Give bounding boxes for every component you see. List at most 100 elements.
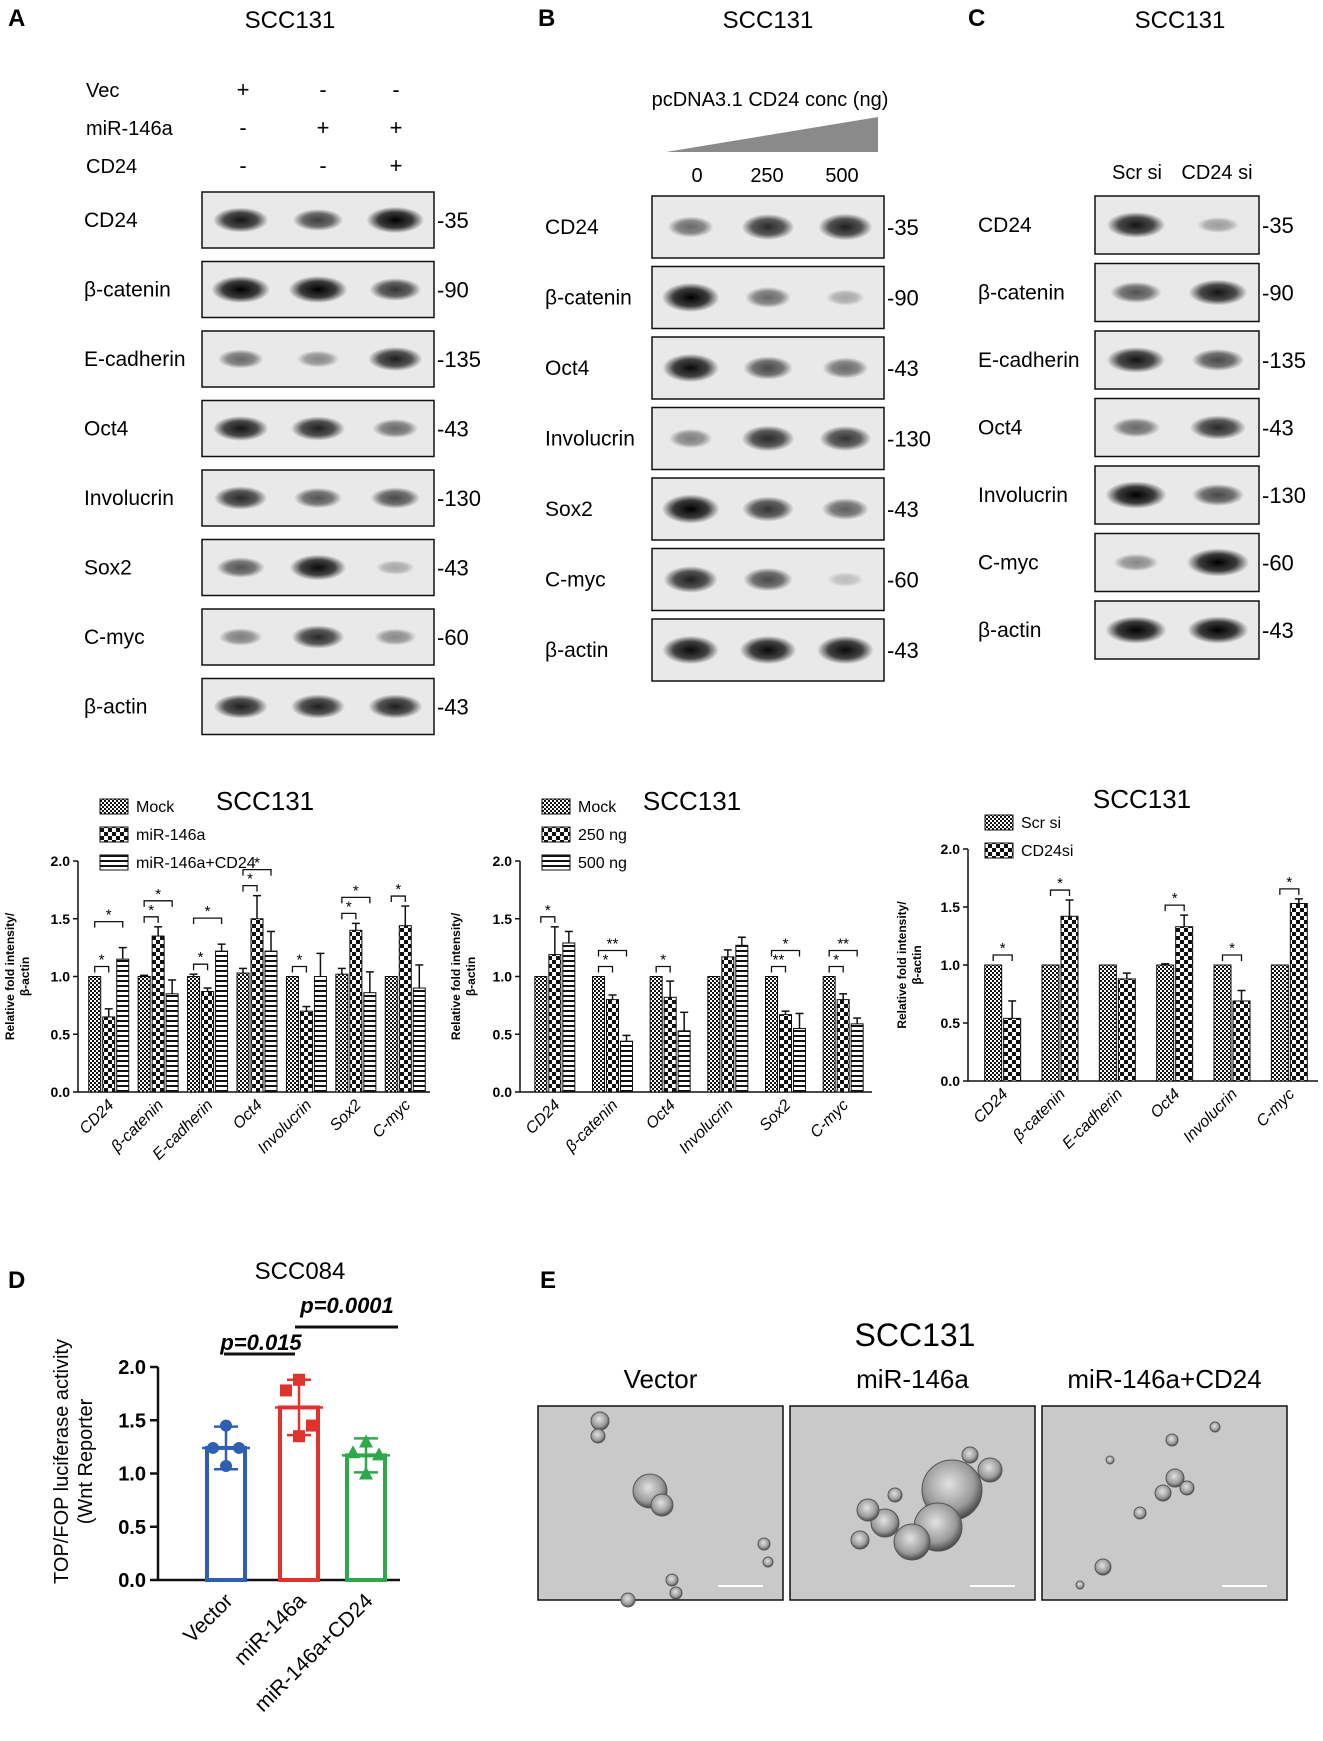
blot-size-marker: -35: [437, 208, 469, 233]
x-category-label: C-myc: [1253, 1086, 1298, 1131]
bar: [984, 964, 1003, 1082]
blot-row: β-catenin -90: [84, 260, 469, 319]
dose-label: 500: [825, 165, 858, 187]
bar: [606, 999, 619, 1093]
blot-row: CD24 -35: [545, 195, 919, 259]
bar: [721, 956, 735, 1093]
bar: [313, 976, 327, 1093]
bar: [165, 993, 179, 1093]
blot-protein-label: C-myc: [545, 569, 606, 592]
blot-row: C-myc -60: [545, 547, 919, 612]
significance-bracket: [143, 900, 173, 907]
blot-band: [1113, 553, 1159, 572]
x-category-label: miR-146a+CD24: [250, 1589, 377, 1716]
blot-row: CD24 -35: [84, 191, 469, 249]
y-tick-label: 2.0: [493, 853, 513, 869]
legend-swatch: [99, 854, 129, 871]
legend-swatch: [984, 814, 1014, 831]
x-category-label: β-catenin: [1009, 1086, 1069, 1146]
significance-bracket: [94, 920, 124, 928]
blot-row: C-myc -60: [84, 608, 469, 666]
blot-row: Involucrin -130: [84, 469, 481, 527]
cell-sphere: [887, 1487, 903, 1503]
cell-sphere: [757, 1537, 771, 1551]
panel-e: E SCC131 Vector miR-146a miR-146a+CD24: [537, 1267, 1288, 1608]
cell-sphere: [1094, 1558, 1112, 1576]
blot-size-marker: -130: [1262, 483, 1306, 508]
x-category-label: Sox2: [757, 1097, 795, 1135]
blot-band: [668, 428, 713, 449]
x-category-label: Oct4: [230, 1097, 266, 1133]
blot-band: [288, 275, 348, 304]
micrograph-label: Vector: [624, 1364, 698, 1394]
bar: [285, 976, 299, 1093]
bar: [562, 942, 576, 1093]
blot-size-marker: -130: [887, 427, 931, 452]
blot-size-marker: -130: [437, 486, 481, 511]
significance-mark: **: [773, 952, 785, 969]
bar: [1156, 964, 1175, 1082]
bar: [765, 976, 778, 1093]
cell-sphere: [1209, 1421, 1221, 1433]
bar: [137, 976, 151, 1093]
blot-band: [819, 425, 872, 452]
treatment-label: miR-146a: [86, 118, 174, 140]
blot-protein-label: E-cadherin: [84, 348, 186, 371]
dose-label: 250: [750, 165, 783, 187]
blot-band: [369, 278, 422, 301]
blot-row: Involucrin -130: [978, 465, 1306, 525]
blot-protein-label: Oct4: [978, 417, 1023, 440]
chart-title: SCC131: [643, 786, 741, 816]
significance-bracket: [1164, 904, 1185, 912]
panel-c-title: SCC131: [1135, 7, 1226, 34]
bar: [1041, 964, 1060, 1082]
chart-title: SCC131: [216, 786, 314, 816]
bar: [1289, 903, 1308, 1082]
blot-size-marker: -135: [1262, 348, 1306, 373]
bar: [534, 976, 548, 1093]
blot-band: [817, 635, 874, 665]
blot-size-marker: -60: [437, 625, 469, 650]
significance-mark: *: [545, 902, 551, 919]
significance-bracket: [341, 896, 371, 904]
legend-label: 500 ng: [578, 855, 627, 872]
significance-bracket: [828, 965, 844, 973]
dose-gradient-wedge: [666, 117, 878, 152]
significance-mark: *: [155, 886, 161, 903]
x-category-label: Involucrin: [255, 1097, 316, 1158]
blot-band: [213, 207, 269, 233]
significance-mark: *: [198, 949, 204, 966]
bar: [335, 973, 349, 1093]
blot-protein-label: β-actin: [84, 696, 147, 719]
y-tick-label: 1.0: [118, 1464, 146, 1486]
data-point: [280, 1384, 292, 1397]
significance-mark: *: [99, 952, 105, 969]
blot-row: Oct4 -43: [84, 399, 469, 458]
x-category-label: Oct4: [1148, 1086, 1184, 1122]
x-category-label: β-catenin: [562, 1097, 622, 1157]
blot-protein-label: Involucrin: [84, 487, 174, 510]
blot-protein-label: E-cadherin: [978, 349, 1080, 372]
micrograph-label: miR-146a+CD24: [1067, 1364, 1261, 1394]
blot-size-marker: -43: [1262, 416, 1294, 441]
blot-band: [368, 694, 423, 719]
bar: [836, 999, 850, 1093]
panel-d-letter: D: [8, 1267, 25, 1294]
significance-mark: *: [1286, 874, 1292, 891]
bar: [264, 950, 278, 1093]
blot-band: [1105, 616, 1167, 644]
bar: [1175, 926, 1194, 1082]
blot-protein-label: Oct4: [84, 418, 129, 441]
blot-row: Sox2 -43: [545, 477, 919, 541]
cell-sphere: [850, 1530, 870, 1550]
blot-band: [368, 346, 423, 372]
chart-title: SCC084: [255, 1258, 346, 1285]
blot-row: CD24 -35: [978, 195, 1294, 255]
blot-band: [214, 486, 268, 510]
bar: [299, 1010, 313, 1093]
chart-title: SCC131: [1093, 784, 1191, 814]
significance-mark: *: [106, 907, 112, 924]
blot-protein-label: Oct4: [545, 357, 590, 380]
x-category-label: Involucrin: [1180, 1086, 1241, 1147]
